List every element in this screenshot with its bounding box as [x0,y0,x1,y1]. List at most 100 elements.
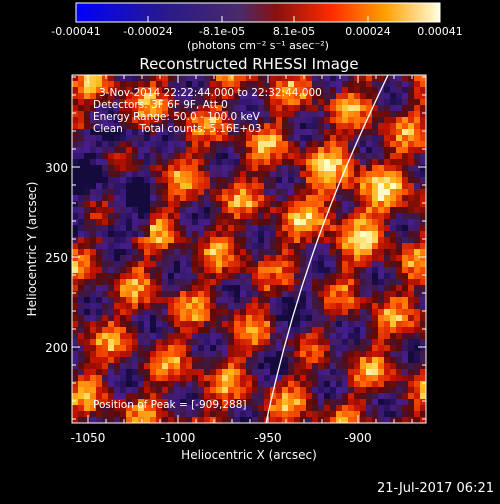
heatmap-cell [120,261,127,268]
heatmap-cell [354,351,361,358]
heatmap-cell [96,195,103,202]
colorbar-tick-label: 8.1e-05 [273,25,315,38]
heatmap-cell [408,165,415,172]
heatmap-cell [390,153,397,160]
heatmap-cell [324,189,331,196]
heatmap-cell [90,231,97,238]
heatmap-cell [90,117,97,124]
heatmap-cell [222,255,229,262]
heatmap-cell [306,279,313,286]
heatmap-cell [366,183,373,190]
heatmap-cell [72,321,79,328]
heatmap-cell [72,105,79,112]
heatmap-cell [384,117,391,124]
heatmap-cell [174,183,181,190]
heatmap-cell [72,111,79,118]
solar-limb-arc [265,75,389,423]
heatmap-cell [288,171,295,178]
heatmap-cell [186,219,193,226]
heatmap-cell [402,141,409,148]
heatmap-cell [90,99,97,106]
heatmap-cell [102,333,109,340]
heatmap-cell [168,207,175,214]
heatmap-cell [234,177,241,184]
heatmap-cell [294,189,301,196]
heatmap-cell [282,417,289,423]
heatmap-cell [120,195,127,202]
heatmap-cell [246,285,253,292]
heatmap-cell [162,339,169,346]
heatmap-cell [414,165,421,172]
heatmap-cell [306,111,313,118]
heatmap-cell [264,183,271,190]
heatmap-cell [288,213,295,220]
heatmap-cell [126,225,133,232]
heatmap-cell [174,309,181,316]
heatmap-cell [132,357,139,364]
heatmap-cell [258,381,265,388]
heatmap-cell [198,153,205,160]
heatmap-cell [168,363,175,370]
heatmap-cell [168,189,175,196]
heatmap-cell [342,147,349,154]
heatmap-cell [120,363,127,370]
heatmap-cell [234,345,241,352]
heatmap-cell [150,153,157,160]
heatmap-cell [222,273,229,280]
heatmap-cell [174,75,181,82]
heatmap-cell [162,291,169,298]
heatmap-cell [324,273,331,280]
heatmap-cell [90,111,97,118]
heatmap-cell [258,357,265,364]
heatmap-cell [72,117,79,124]
heatmap-cell [420,405,426,412]
heatmap-cell [114,153,121,160]
heatmap-cell [108,165,115,172]
heatmap-cell [264,285,271,292]
heatmap-cell [402,405,409,412]
heatmap-cell [414,99,421,106]
heatmap-cell [276,261,283,268]
heatmap-cell [204,339,211,346]
heatmap-cell [72,345,79,352]
heatmap-cell [402,213,409,220]
heatmap-cell [180,195,187,202]
heatmap-cell [138,87,145,94]
heatmap-cell [390,243,397,250]
heatmap-cell [222,261,229,268]
heatmap-cell [414,249,421,256]
heatmap-cell [360,309,367,316]
heatmap-cell [306,339,313,346]
heatmap-cell [348,345,355,352]
heatmap-cell [168,99,175,106]
heatmap-cell [114,171,121,178]
heatmap-cell [372,159,379,166]
heatmap-cell [84,267,91,274]
heatmap-cell [186,333,193,340]
heatmap-cell [282,285,289,292]
heatmap-cell [264,75,271,82]
heatmap-cell [72,177,79,184]
heatmap-cell [372,285,379,292]
heatmap-cell [180,87,187,94]
heatmap-cell [294,291,301,298]
heatmap-cell [312,123,319,130]
heatmap-cell [216,159,223,166]
heatmap-cell [108,159,115,166]
heatmap-cell [78,165,85,172]
heatmap-cell [96,123,103,130]
heatmap-cell [204,381,211,388]
heatmap-cell [354,309,361,316]
heatmap-cell [270,219,277,226]
heatmap-cell [252,135,259,142]
heatmap-cell [420,375,426,382]
heatmap-cell [144,213,151,220]
heatmap-cell [204,105,211,112]
heatmap-cell [144,261,151,268]
heatmap-cell [198,375,205,382]
heatmap-cell [246,315,253,322]
heatmap-cell [126,105,133,112]
heatmap-cell [204,297,211,304]
heatmap-cell [132,87,139,94]
